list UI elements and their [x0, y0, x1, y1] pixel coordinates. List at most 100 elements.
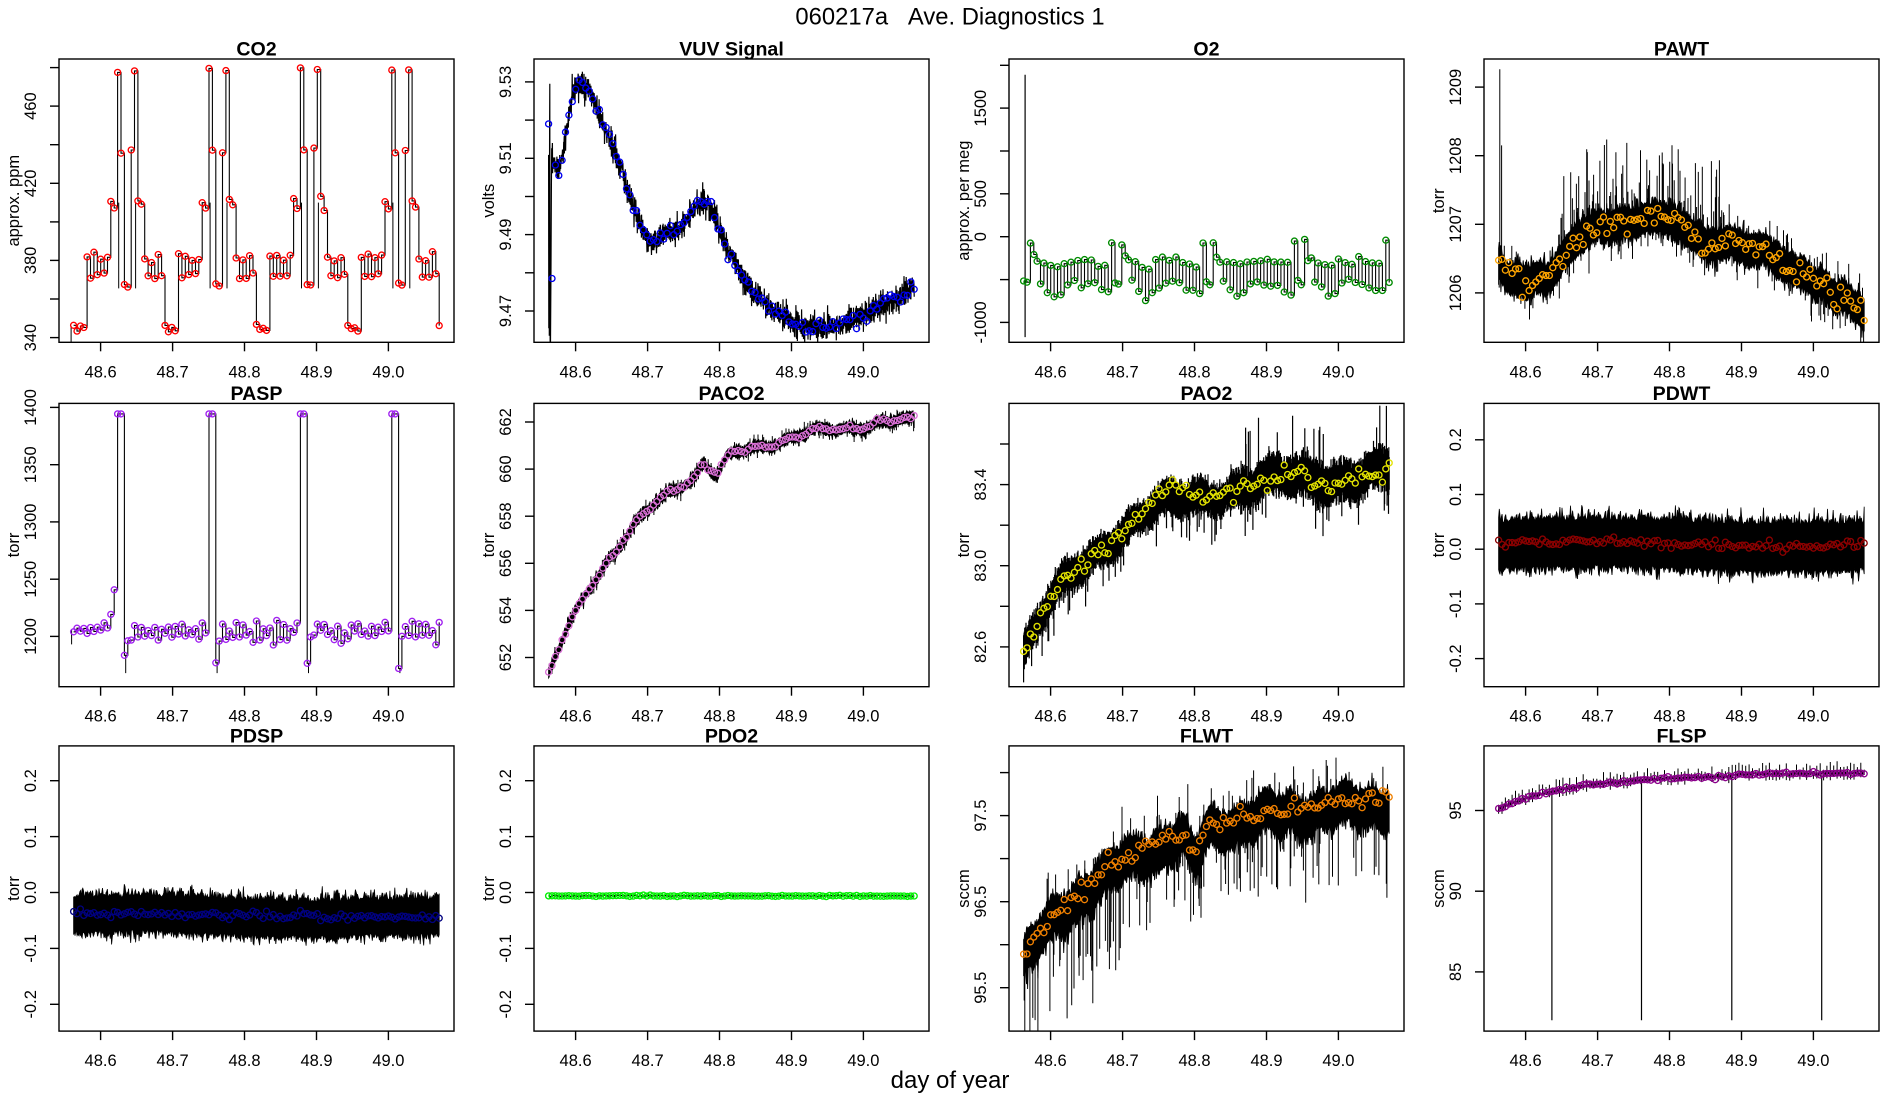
svg-text:PDSP: PDSP	[230, 725, 283, 747]
svg-text:48.9: 48.9	[300, 363, 332, 381]
svg-text:VUV Signal: VUV Signal	[679, 39, 784, 61]
svg-text:658: 658	[497, 502, 515, 530]
svg-text:49.0: 49.0	[1322, 1052, 1354, 1070]
svg-text:sccm: sccm	[955, 869, 973, 908]
svg-text:1209: 1209	[1447, 69, 1465, 106]
svg-text:PAWT: PAWT	[1654, 39, 1709, 61]
svg-text:0.0: 0.0	[22, 881, 40, 904]
svg-text:48.6: 48.6	[1510, 363, 1542, 381]
svg-text:48.8: 48.8	[228, 1052, 260, 1070]
svg-text:48.8: 48.8	[1178, 363, 1210, 381]
svg-text:340: 340	[22, 324, 40, 352]
svg-text:1250: 1250	[22, 561, 40, 598]
svg-text:torr: torr	[1430, 532, 1448, 557]
svg-text:49.0: 49.0	[372, 1052, 404, 1070]
svg-text:97.5: 97.5	[972, 800, 990, 832]
svg-text:48.7: 48.7	[1582, 1052, 1614, 1070]
svg-text:662: 662	[497, 408, 515, 436]
svg-text:sccm: sccm	[1430, 869, 1448, 908]
svg-text:48.7: 48.7	[632, 708, 664, 726]
svg-text:48.9: 48.9	[1250, 363, 1282, 381]
svg-text:PAO2: PAO2	[1181, 383, 1233, 405]
svg-text:060217a Ave. Diagnostics 1: 060217a Ave. Diagnostics 1	[795, 4, 1104, 31]
svg-text:48.7: 48.7	[1582, 708, 1614, 726]
svg-text:0.2: 0.2	[1447, 428, 1465, 451]
svg-text:48.9: 48.9	[1250, 708, 1282, 726]
svg-text:-1000: -1000	[972, 301, 990, 343]
svg-text:49.0: 49.0	[1797, 708, 1829, 726]
svg-text:49.0: 49.0	[847, 708, 879, 726]
svg-text:95.5: 95.5	[972, 972, 990, 1004]
svg-text:48.7: 48.7	[1107, 1052, 1139, 1070]
svg-text:48.8: 48.8	[1653, 1052, 1685, 1070]
svg-text:1207: 1207	[1447, 206, 1465, 243]
svg-text:FLWT: FLWT	[1180, 725, 1233, 747]
svg-text:torr: torr	[5, 532, 23, 557]
svg-text:volts: volts	[480, 184, 498, 218]
svg-text:48.7: 48.7	[157, 708, 189, 726]
svg-text:-0.1: -0.1	[22, 934, 40, 962]
svg-text:460: 460	[22, 92, 40, 120]
svg-text:1208: 1208	[1447, 137, 1465, 174]
svg-text:approx. per meg: approx. per meg	[955, 141, 973, 261]
svg-text:48.6: 48.6	[1035, 1052, 1067, 1070]
svg-text:0.1: 0.1	[497, 825, 515, 848]
svg-text:48.7: 48.7	[157, 1052, 189, 1070]
svg-text:1350: 1350	[22, 446, 40, 483]
svg-text:CO2: CO2	[236, 39, 276, 61]
svg-text:48.9: 48.9	[1725, 708, 1757, 726]
svg-text:83.4: 83.4	[972, 469, 990, 501]
svg-text:48.7: 48.7	[1107, 708, 1139, 726]
svg-text:48.9: 48.9	[300, 708, 332, 726]
svg-text:1206: 1206	[1447, 275, 1465, 312]
svg-text:9.51: 9.51	[497, 142, 515, 174]
svg-text:83.0: 83.0	[972, 550, 990, 582]
svg-text:9.47: 9.47	[497, 295, 515, 327]
svg-text:0.1: 0.1	[1447, 483, 1465, 506]
svg-text:-0.2: -0.2	[22, 990, 40, 1018]
svg-text:torr: torr	[480, 876, 498, 901]
svg-text:-0.2: -0.2	[497, 990, 515, 1018]
svg-text:48.8: 48.8	[703, 1052, 735, 1070]
svg-text:48.9: 48.9	[1725, 363, 1757, 381]
svg-text:49.0: 49.0	[1322, 363, 1354, 381]
svg-text:PASP: PASP	[231, 383, 283, 405]
svg-text:48.7: 48.7	[1107, 363, 1139, 381]
svg-text:48.8: 48.8	[703, 708, 735, 726]
svg-text:49.0: 49.0	[372, 708, 404, 726]
svg-text:48.7: 48.7	[632, 363, 664, 381]
svg-text:PDWT: PDWT	[1653, 383, 1711, 405]
svg-text:48.9: 48.9	[775, 363, 807, 381]
svg-text:652: 652	[497, 644, 515, 672]
svg-text:48.7: 48.7	[1582, 363, 1614, 381]
svg-text:48.8: 48.8	[228, 708, 260, 726]
svg-text:49.0: 49.0	[847, 1052, 879, 1070]
svg-text:49.0: 49.0	[1797, 363, 1829, 381]
svg-text:48.9: 48.9	[775, 708, 807, 726]
svg-text:48.9: 48.9	[1250, 1052, 1282, 1070]
svg-text:85: 85	[1447, 963, 1465, 981]
svg-text:500: 500	[972, 180, 990, 208]
svg-text:48.6: 48.6	[85, 363, 117, 381]
svg-text:420: 420	[22, 170, 40, 198]
svg-text:48.8: 48.8	[1178, 708, 1210, 726]
svg-text:torr: torr	[955, 532, 973, 557]
svg-text:48.9: 48.9	[775, 1052, 807, 1070]
svg-text:0.1: 0.1	[22, 825, 40, 848]
svg-text:PDO2: PDO2	[705, 725, 758, 747]
svg-text:48.8: 48.8	[1653, 708, 1685, 726]
svg-text:48.7: 48.7	[157, 363, 189, 381]
svg-text:1300: 1300	[22, 504, 40, 541]
svg-text:0.2: 0.2	[22, 769, 40, 792]
svg-text:49.0: 49.0	[372, 363, 404, 381]
svg-text:49.0: 49.0	[1322, 708, 1354, 726]
svg-text:48.6: 48.6	[1035, 363, 1067, 381]
svg-text:48.8: 48.8	[1178, 1052, 1210, 1070]
svg-text:48.8: 48.8	[703, 363, 735, 381]
svg-text:48.6: 48.6	[560, 708, 592, 726]
svg-text:-0.1: -0.1	[497, 934, 515, 962]
svg-text:48.6: 48.6	[85, 708, 117, 726]
svg-text:82.6: 82.6	[972, 631, 990, 663]
svg-text:FLSP: FLSP	[1656, 725, 1706, 747]
svg-text:torr: torr	[5, 876, 23, 901]
